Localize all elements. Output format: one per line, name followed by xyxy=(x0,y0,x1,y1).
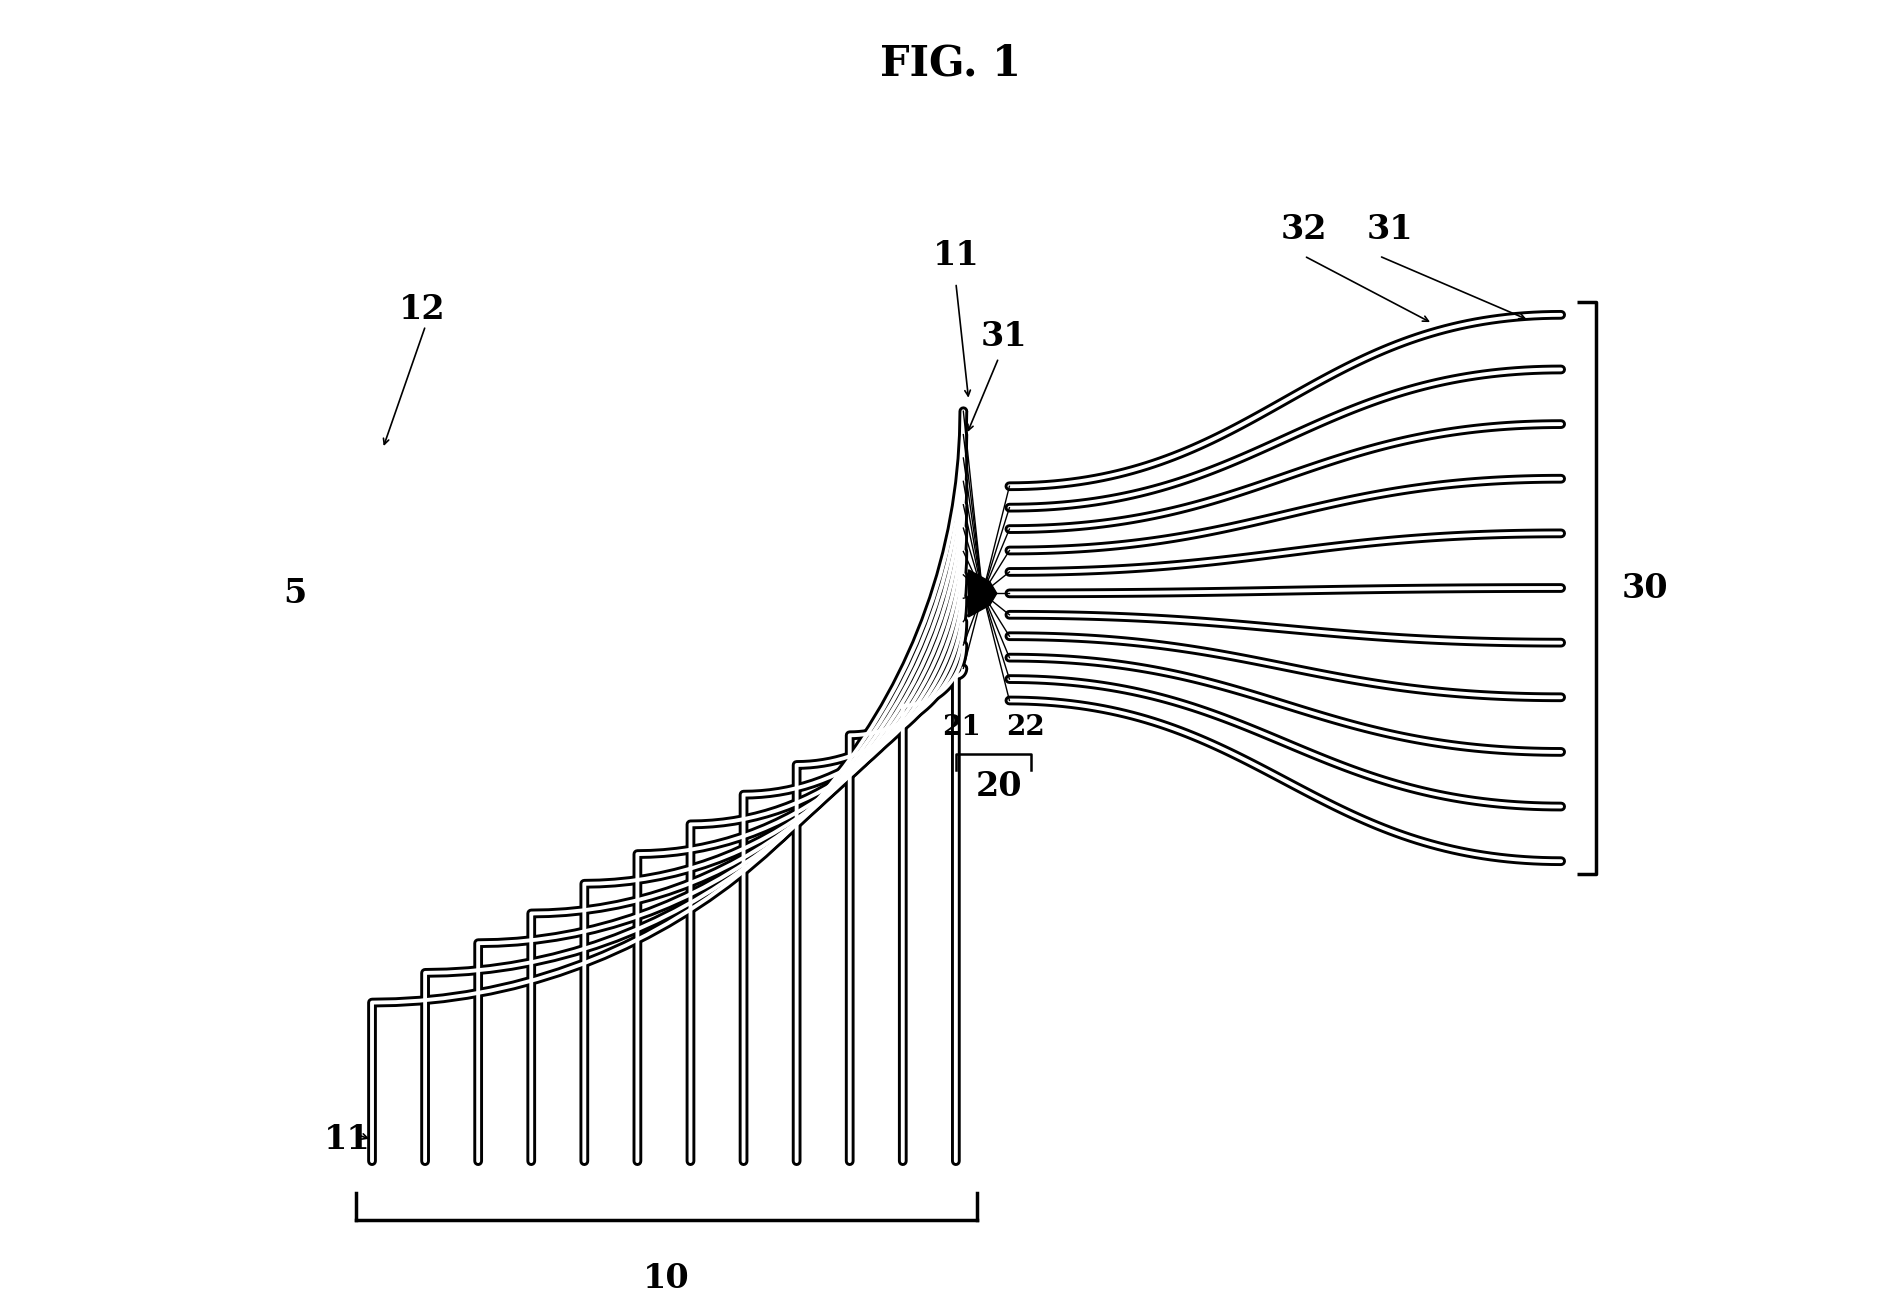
Text: 10: 10 xyxy=(643,1263,690,1295)
Polygon shape xyxy=(968,570,996,617)
Text: FIG. 1: FIG. 1 xyxy=(880,42,1021,85)
Text: 12: 12 xyxy=(399,293,445,326)
Text: 30: 30 xyxy=(1622,572,1667,604)
Text: 22: 22 xyxy=(1006,713,1046,741)
Text: 21: 21 xyxy=(941,713,981,741)
Text: 11: 11 xyxy=(933,240,979,272)
Text: 5: 5 xyxy=(283,577,306,609)
Text: 20: 20 xyxy=(975,769,1023,803)
Text: 31: 31 xyxy=(981,320,1027,353)
Text: 32: 32 xyxy=(1281,212,1327,246)
Text: 31: 31 xyxy=(1367,212,1412,246)
Text: 11: 11 xyxy=(323,1124,371,1156)
